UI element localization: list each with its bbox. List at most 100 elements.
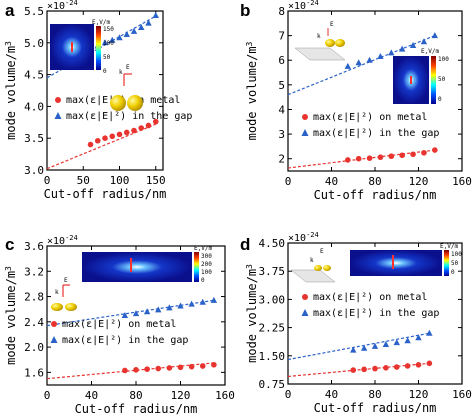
nanoparticle (127, 95, 143, 111)
colorbar-tick: 0 (451, 269, 455, 276)
data-point-metal (138, 125, 144, 131)
colorbar (194, 252, 199, 282)
y-axis-label: mode volume/m3 (4, 266, 19, 365)
data-point-metal (378, 154, 384, 160)
colorbar-label: E,V/m (440, 243, 458, 250)
colorbar-tick: 0 (103, 68, 107, 75)
legend-label-gap: max(ε|E|²) in the gap (66, 111, 192, 122)
panel-letter: b (240, 1, 250, 20)
data-point-metal (144, 366, 150, 372)
x-axis-label: Cut-off radius/nm (44, 187, 167, 201)
y-tick-label: 7 (278, 30, 285, 43)
nanoparticle (335, 39, 345, 47)
legend-marker-metal (51, 321, 57, 327)
y-tick-label: 5 (278, 79, 285, 92)
nanoparticle (110, 95, 126, 111)
data-point-metal (155, 366, 161, 372)
wavevector-label: k (119, 69, 123, 76)
data-point-metal (389, 153, 395, 159)
legend-marker-gap (302, 129, 309, 136)
axis-multiplier-exponent: -24 (65, 0, 78, 7)
y-tick-label: 6 (278, 54, 285, 67)
x-tick-label: 120 (409, 175, 429, 188)
data-point-metal (95, 138, 101, 144)
panel-a: a 0 50 100 150 3.0 3.5 4.0 4.5 5.0 5.5 Cut-off radi… (4, 0, 193, 201)
data-point-metal (211, 362, 217, 368)
y-tick-label: 3.00 (259, 293, 286, 306)
y-tick-label: 2.8 (24, 291, 44, 304)
data-point-metal (416, 362, 422, 368)
colorbar-tick: 200 (201, 261, 212, 268)
legend-label-metal: max(ε|E|²) on metal (62, 319, 176, 330)
y-tick-label: 5.0 (24, 37, 44, 50)
x-tick-label: 0 (285, 388, 292, 401)
wavevector-label: k (310, 257, 314, 264)
data-point-metal (146, 123, 152, 129)
data-point-gap (188, 301, 194, 307)
x-tick-label: 80 (129, 389, 142, 402)
data-point-gap (350, 347, 356, 353)
axis-multiplier: ×10-24 (288, 0, 319, 12)
axis-multiplier: ×10-24 (288, 231, 319, 244)
x-axis-label: Cut-off radius/nm (75, 402, 198, 416)
data-point-metal (410, 151, 416, 157)
colorbar-tick: 100 (201, 269, 212, 276)
x-tick-label: 120 (409, 388, 429, 401)
y-tick-label: 5.5 (24, 5, 44, 18)
data-point-metal (124, 130, 130, 136)
data-point-metal (117, 132, 123, 138)
colorbar-tick: 100 (451, 251, 462, 258)
y-tick-label: 2.4 (24, 316, 44, 329)
data-point-gap (388, 49, 394, 55)
x-tick-label: 0 (44, 389, 51, 402)
y-tick-label: 1.6 (24, 366, 44, 379)
nanoparticle (65, 303, 77, 311)
legend: max(ε|E|²) on metal max(ε|E|²) in the gap (302, 112, 440, 139)
x-tick-label: 80 (368, 388, 381, 401)
data-point-metal (178, 365, 184, 371)
panel-letter: c (5, 235, 14, 254)
colorbar (431, 56, 436, 104)
data-point-metal (189, 364, 195, 370)
data-point-gap (124, 31, 130, 37)
y-tick-label: 2.25 (259, 322, 286, 335)
y-tick-label: 0.75 (259, 378, 286, 391)
legend-marker-gap (302, 309, 309, 316)
legend-marker-metal (302, 114, 308, 120)
y-axis-label: mode volume/m3 (4, 41, 19, 140)
data-point-metal (372, 366, 378, 372)
y-tick-label: 8 (278, 5, 285, 18)
y-tick-label: 3 (278, 128, 285, 141)
axis-multiplier-exponent: -24 (306, 231, 319, 239)
data-point-gap (394, 339, 400, 345)
data-point-gap (421, 38, 427, 44)
data-point-metal (133, 367, 139, 373)
hotspot (71, 42, 73, 52)
data-point-gap (404, 337, 410, 343)
legend-label-gap: max(ε|E|²) in the gap (313, 308, 439, 319)
nanoparticle (314, 265, 322, 271)
legend-marker-metal (302, 294, 308, 300)
nanoparticle (325, 39, 335, 47)
data-point-gap (355, 59, 361, 65)
data-point-metal (361, 367, 367, 373)
x-tick-label: 160 (452, 388, 472, 401)
panel-letter: a (5, 1, 15, 20)
data-point-gap (366, 57, 372, 63)
wavevector-label: k (55, 289, 59, 296)
data-point-gap (200, 299, 206, 305)
data-point-metal (131, 128, 137, 134)
y-axis-label-exponent: 3 (4, 41, 13, 46)
substrate (295, 48, 345, 60)
data-point-gap (211, 297, 217, 303)
field-map-image (350, 250, 442, 276)
axis-multiplier: ×10-24 (47, 234, 78, 247)
data-point-gap (153, 12, 159, 18)
y-tick-label: 3.75 (259, 265, 286, 278)
y-axis-label-exponent: 3 (4, 266, 13, 271)
y-axis-label-exponent: 3 (245, 264, 254, 269)
panel-d: d0 40 80 120 1600.751.502.253.003.754.50Cut-… (240, 231, 472, 415)
data-point-metal (394, 364, 400, 370)
colorbar-label: E,V/m (92, 19, 110, 26)
